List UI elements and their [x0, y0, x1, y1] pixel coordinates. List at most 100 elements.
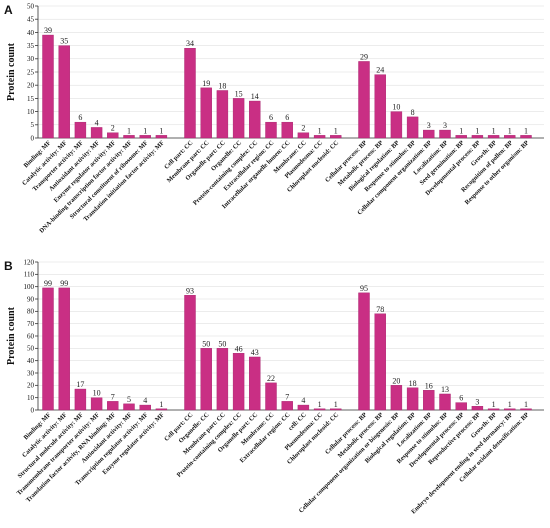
panel-letter: A [4, 3, 13, 17]
bar [374, 313, 386, 411]
bar [504, 135, 516, 139]
y-tick-label: 5 [31, 121, 35, 129]
bar [358, 61, 370, 139]
data-label: 18 [218, 81, 226, 90]
bar [390, 385, 403, 411]
bar [200, 348, 212, 411]
data-label: 29 [360, 52, 368, 61]
bar [281, 401, 293, 411]
data-label: 3 [475, 397, 479, 406]
bar [58, 287, 70, 411]
data-label: 1 [475, 126, 479, 135]
y-tick-label: 90 [27, 295, 35, 303]
y-axis-label: Protein count [6, 42, 17, 101]
y-tick-label: 10 [27, 394, 35, 402]
data-label: 1 [318, 400, 322, 409]
bar [265, 382, 277, 411]
bar [200, 87, 212, 139]
data-label: 93 [186, 286, 194, 295]
data-label: 95 [360, 284, 368, 293]
data-label: 50 [218, 339, 226, 348]
y-tick-label: 0 [31, 134, 35, 142]
data-label: 20 [392, 376, 400, 385]
bar [487, 135, 500, 139]
data-label: 34 [186, 39, 194, 48]
bar [155, 408, 168, 411]
data-label: 1 [159, 126, 163, 135]
data-label: 4 [143, 396, 147, 405]
bar [297, 404, 310, 411]
bar [313, 135, 326, 139]
bar [42, 34, 54, 139]
data-label: 46 [235, 344, 243, 353]
y-tick-label: 10 [27, 108, 35, 116]
bar [520, 408, 532, 411]
data-label: 6 [269, 113, 273, 122]
data-label: 6 [78, 113, 82, 122]
y-tick-label: 120 [24, 258, 35, 266]
bar [216, 348, 229, 411]
data-label: 1 [492, 400, 496, 409]
y-tick-label: 45 [27, 16, 35, 24]
data-label: 50 [202, 339, 210, 348]
bar [249, 100, 261, 139]
data-label: 2 [111, 124, 115, 133]
bar [90, 397, 103, 411]
y-tick-label: 50 [27, 2, 35, 10]
bar [107, 132, 119, 139]
data-label: 1 [318, 126, 322, 135]
data-label: 1 [524, 400, 528, 409]
data-label: 2 [301, 124, 305, 133]
data-label: 1 [334, 126, 338, 135]
data-label: 1 [492, 126, 496, 135]
y-tick-label: 25 [27, 68, 35, 76]
data-label: 3 [443, 121, 447, 130]
bar [439, 393, 451, 411]
data-label: 99 [60, 279, 68, 288]
data-label: 18 [409, 379, 417, 388]
data-label: 22 [267, 374, 275, 383]
bar [455, 402, 467, 411]
bar [406, 116, 419, 139]
bar [232, 98, 245, 139]
bar [297, 132, 310, 139]
bar [139, 404, 151, 411]
data-label: 35 [60, 37, 68, 46]
bar [281, 121, 293, 139]
bar [358, 292, 370, 411]
data-label: 13 [441, 385, 449, 394]
data-label: 39 [44, 26, 52, 35]
bar [471, 406, 484, 411]
y-tick-label: 20 [27, 382, 35, 390]
y-tick-label: 35 [27, 42, 35, 50]
y-tick-label: 15 [27, 95, 35, 103]
data-label: 17 [76, 380, 84, 389]
bar [265, 121, 277, 139]
data-label: 14 [251, 92, 259, 101]
y-tick-label: 30 [27, 55, 35, 63]
bar [520, 135, 532, 139]
data-label: 1 [508, 126, 512, 135]
bar [406, 387, 419, 411]
y-tick-label: 50 [27, 345, 35, 353]
bar [423, 129, 435, 139]
bar [390, 111, 403, 139]
bar [455, 135, 467, 139]
data-label: 5 [127, 395, 131, 404]
bar [42, 287, 54, 411]
bar [155, 135, 168, 139]
bar [107, 401, 119, 411]
y-tick-label: 30 [27, 369, 35, 377]
data-label: 24 [376, 66, 384, 75]
y-axis-label: Protein count [6, 306, 17, 365]
data-label: 1 [159, 400, 163, 409]
data-label: 1 [334, 400, 338, 409]
data-label: 10 [93, 389, 101, 398]
bar [139, 135, 151, 139]
y-tick-label: 80 [27, 308, 35, 316]
data-label: 19 [202, 79, 210, 88]
data-label: 78 [376, 305, 384, 314]
bar [123, 403, 135, 411]
data-label: 15 [235, 89, 243, 98]
